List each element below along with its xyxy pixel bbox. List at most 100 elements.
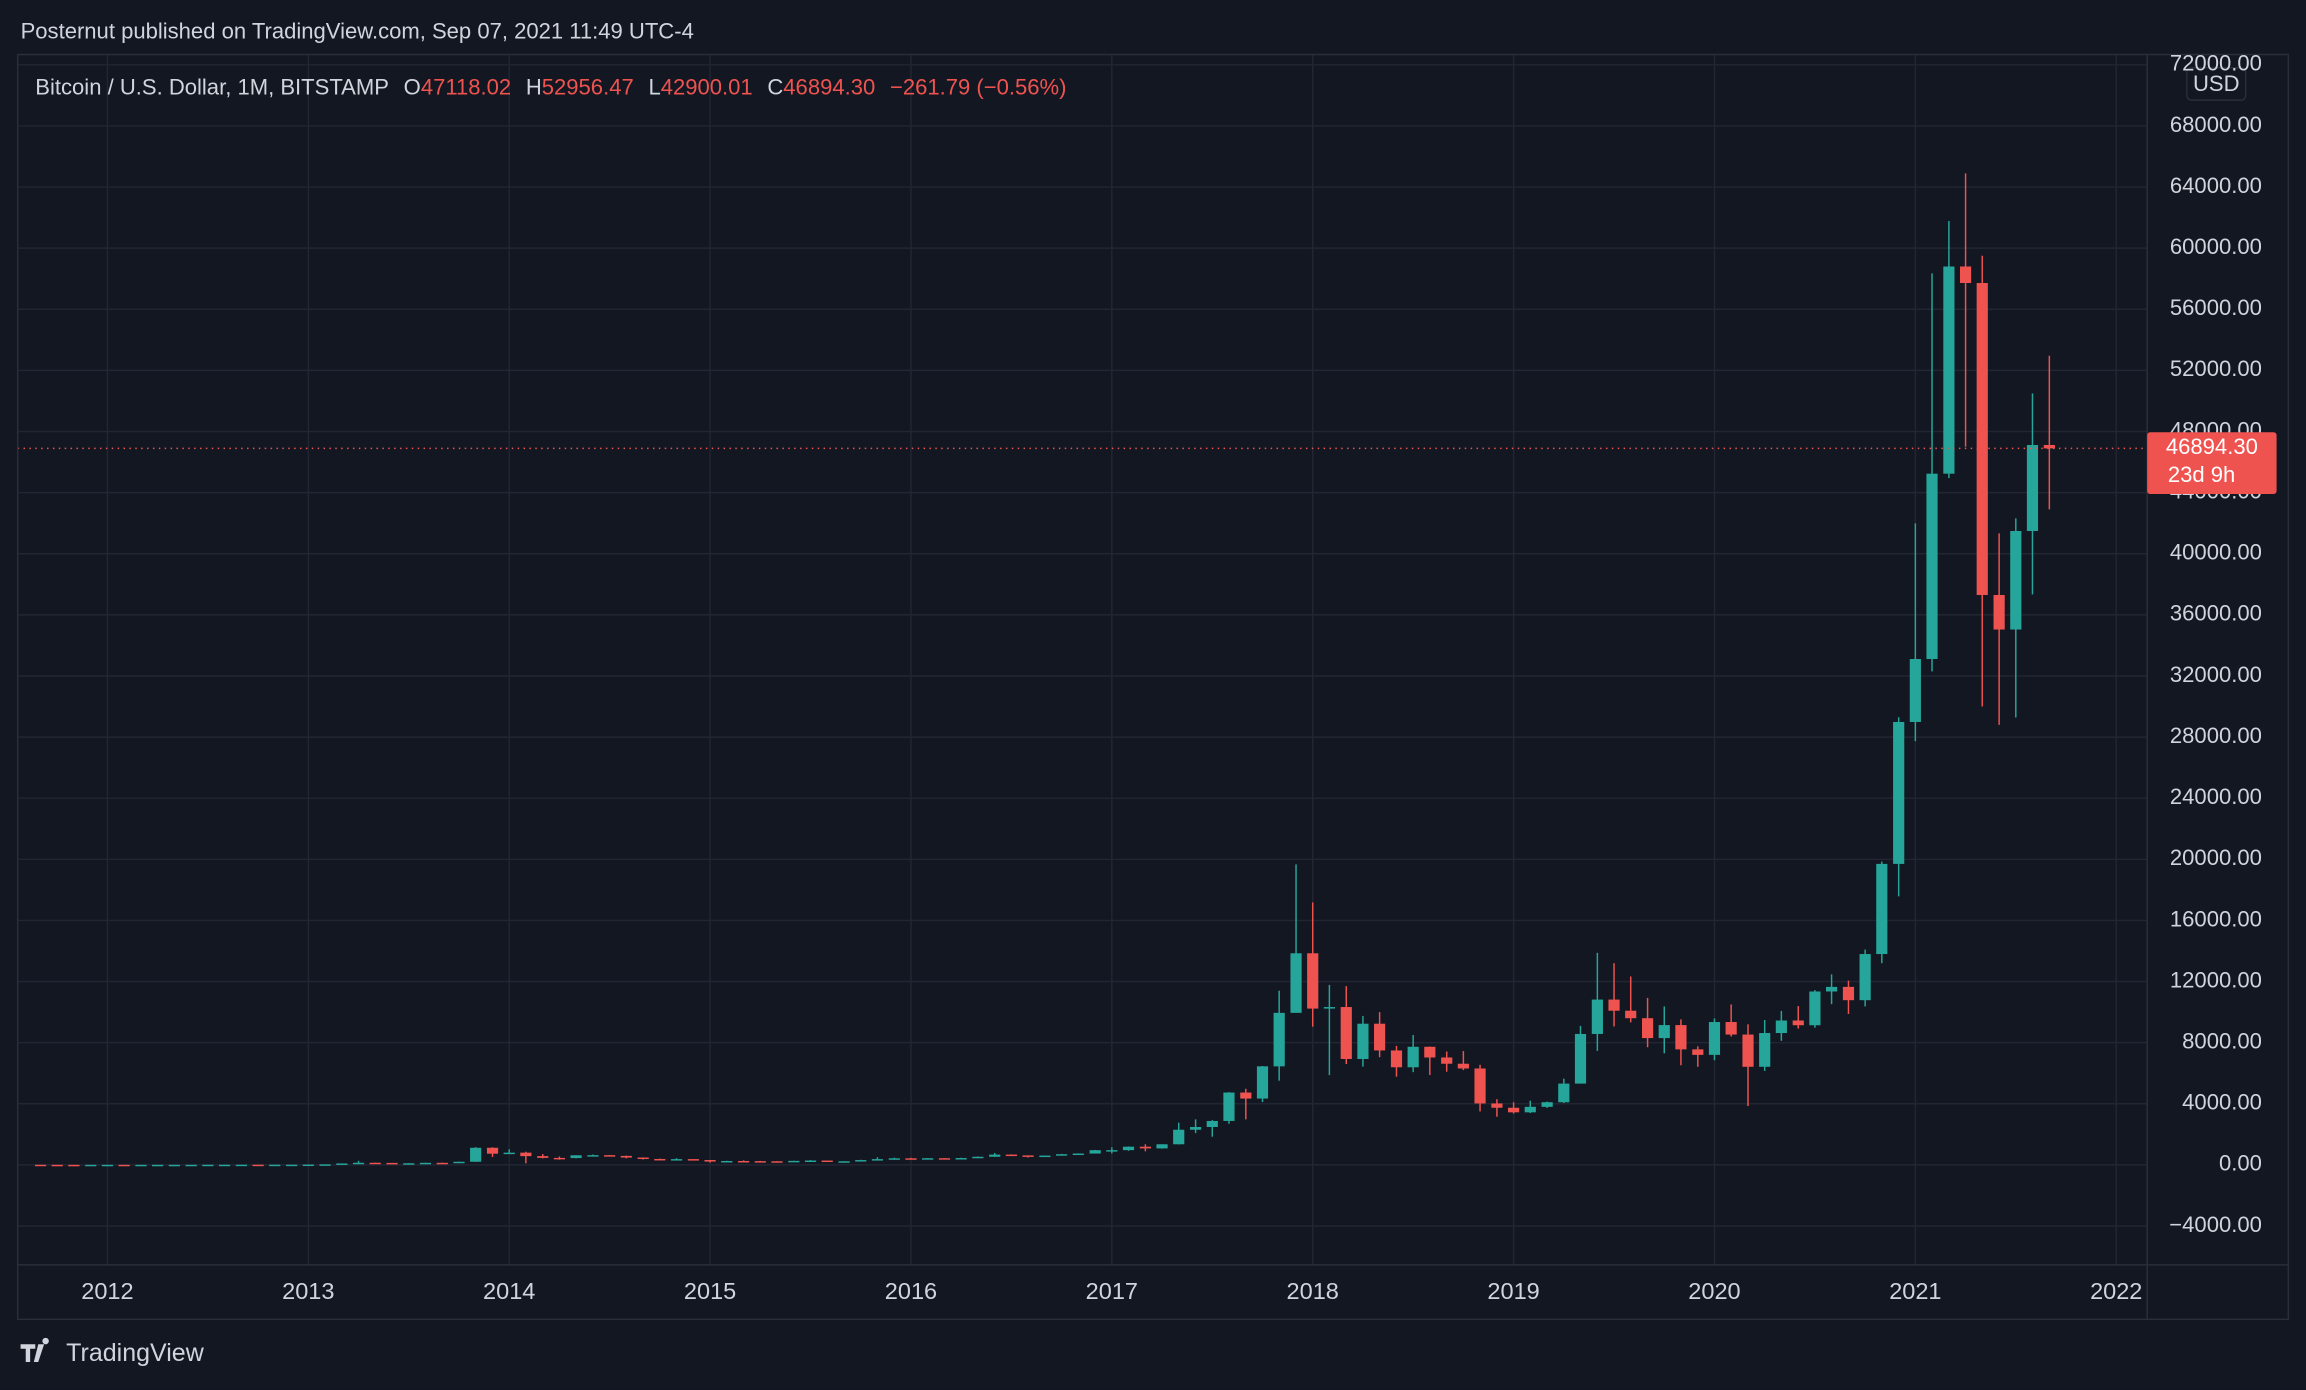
candle-body	[1491, 1103, 1503, 1108]
candle-body	[1792, 1020, 1804, 1026]
y-tick-label: 36000.00	[2170, 601, 2262, 626]
candle-body	[302, 1164, 314, 1167]
y-tick-label: 72000.00	[2170, 51, 2262, 76]
legend-key: H	[526, 74, 542, 99]
candle-body	[101, 1164, 114, 1167]
candle-body	[754, 1161, 766, 1163]
candle-body	[1759, 1033, 1771, 1067]
candle-body	[2010, 530, 2022, 630]
x-tick-label: 2016	[885, 1278, 937, 1304]
x-tick-label: 2018	[1287, 1278, 1339, 1304]
candle-body	[1825, 986, 1838, 992]
candle-body	[871, 1159, 883, 1161]
y-tick-label: 56000.00	[2170, 295, 2262, 320]
candle-body	[503, 1152, 515, 1155]
logo-icon	[20, 1337, 49, 1362]
y-tick-label: 8000.00	[2182, 1028, 2262, 1053]
candle-body	[436, 1162, 448, 1165]
candle-body	[855, 1160, 867, 1162]
candle-body	[269, 1164, 281, 1167]
candle-body	[1641, 1018, 1654, 1039]
candle-body	[553, 1157, 566, 1160]
legend: Bitcoin / U.S. Dollar, 1M, BITSTAMP O4711…	[35, 74, 1066, 99]
candle-body	[369, 1162, 381, 1165]
currency-box	[2186, 67, 2247, 101]
candle-body	[570, 1155, 582, 1159]
candle-body	[821, 1160, 833, 1163]
candle-body	[1893, 721, 1905, 864]
candle-body	[152, 1164, 164, 1167]
candle-body	[1608, 999, 1620, 1011]
candle-body	[319, 1164, 331, 1166]
candle-body	[2026, 444, 2039, 531]
publisher: Posternut published on TradingView.com, …	[21, 18, 694, 43]
price-tag-label: 46894.30	[2166, 434, 2258, 459]
candle-body	[1240, 1092, 1252, 1099]
x-tick-label: 2014	[483, 1278, 535, 1304]
candle-body	[403, 1163, 415, 1165]
candle-body	[1206, 1120, 1218, 1127]
candle-body	[771, 1161, 783, 1163]
candle-body	[1072, 1153, 1084, 1156]
y-tick-label: 4000.00	[2182, 1090, 2262, 1115]
candle-body	[453, 1161, 465, 1164]
x-tick-label: 2012	[81, 1278, 133, 1304]
candle-body	[1256, 1066, 1269, 1099]
candle-body	[1976, 283, 1988, 595]
y-tick-label: 24000.00	[2170, 784, 2262, 809]
candle-body	[1859, 954, 1871, 1001]
candle-body	[34, 1164, 47, 1167]
candle-body	[486, 1147, 499, 1154]
candle-body	[955, 1158, 967, 1160]
candle-body	[1959, 266, 1972, 284]
candle-body	[1842, 986, 1855, 1001]
candle-body	[118, 1164, 130, 1167]
candle-body	[1742, 1034, 1754, 1067]
y-tick-label: 16000.00	[2170, 906, 2262, 931]
candle-body	[202, 1164, 214, 1167]
candle-body	[1190, 1126, 1202, 1130]
candle-body	[670, 1159, 683, 1161]
y-tick-label: 64000.00	[2170, 173, 2262, 198]
candle-body	[1508, 1107, 1520, 1113]
candle-body	[235, 1164, 248, 1167]
candle-body	[1223, 1092, 1235, 1121]
candle-body	[1173, 1129, 1185, 1145]
plot	[17, 54, 2148, 1265]
candle-body	[1424, 1046, 1436, 1058]
candle-body	[68, 1164, 80, 1167]
candle-body	[888, 1158, 900, 1160]
candle-body	[972, 1156, 984, 1159]
candle-body	[537, 1156, 549, 1158]
x-tick-label: 2019	[1487, 1278, 1539, 1304]
candle-body	[1692, 1049, 1704, 1055]
x-tick-label: 2017	[1086, 1278, 1138, 1304]
candle-body	[1675, 1025, 1687, 1050]
legend-key: L	[648, 74, 660, 99]
x-tick-label: 2021	[1889, 1278, 1941, 1304]
candle-body	[470, 1147, 482, 1162]
currency: USD	[2193, 71, 2240, 96]
candle-body	[1407, 1046, 1419, 1068]
candle-body	[1926, 473, 1938, 660]
candle-body	[51, 1164, 63, 1167]
candle-body	[1357, 1023, 1369, 1060]
x-tick-label: 2020	[1688, 1278, 1740, 1304]
candle-body	[1390, 1050, 1403, 1068]
y-tick-label: 52000.00	[2170, 356, 2262, 381]
y-tick-label: 32000.00	[2170, 662, 2262, 687]
candle-body	[1876, 863, 1888, 955]
y-tick-label: 28000.00	[2170, 723, 2262, 748]
candle-body	[1943, 266, 1955, 474]
candle-body	[604, 1155, 616, 1157]
candle-body	[1039, 1155, 1051, 1158]
candle-body	[1574, 1033, 1587, 1084]
candle-body	[135, 1164, 147, 1167]
candle-body	[1658, 1025, 1670, 1039]
y-tick-label: −4000.00	[2169, 1212, 2262, 1237]
legend-change: −261.79 (−0.56%)	[890, 74, 1067, 99]
y-tick-label: 0.00	[2219, 1151, 2262, 1176]
x-tick-label: 2022	[2090, 1278, 2142, 1304]
